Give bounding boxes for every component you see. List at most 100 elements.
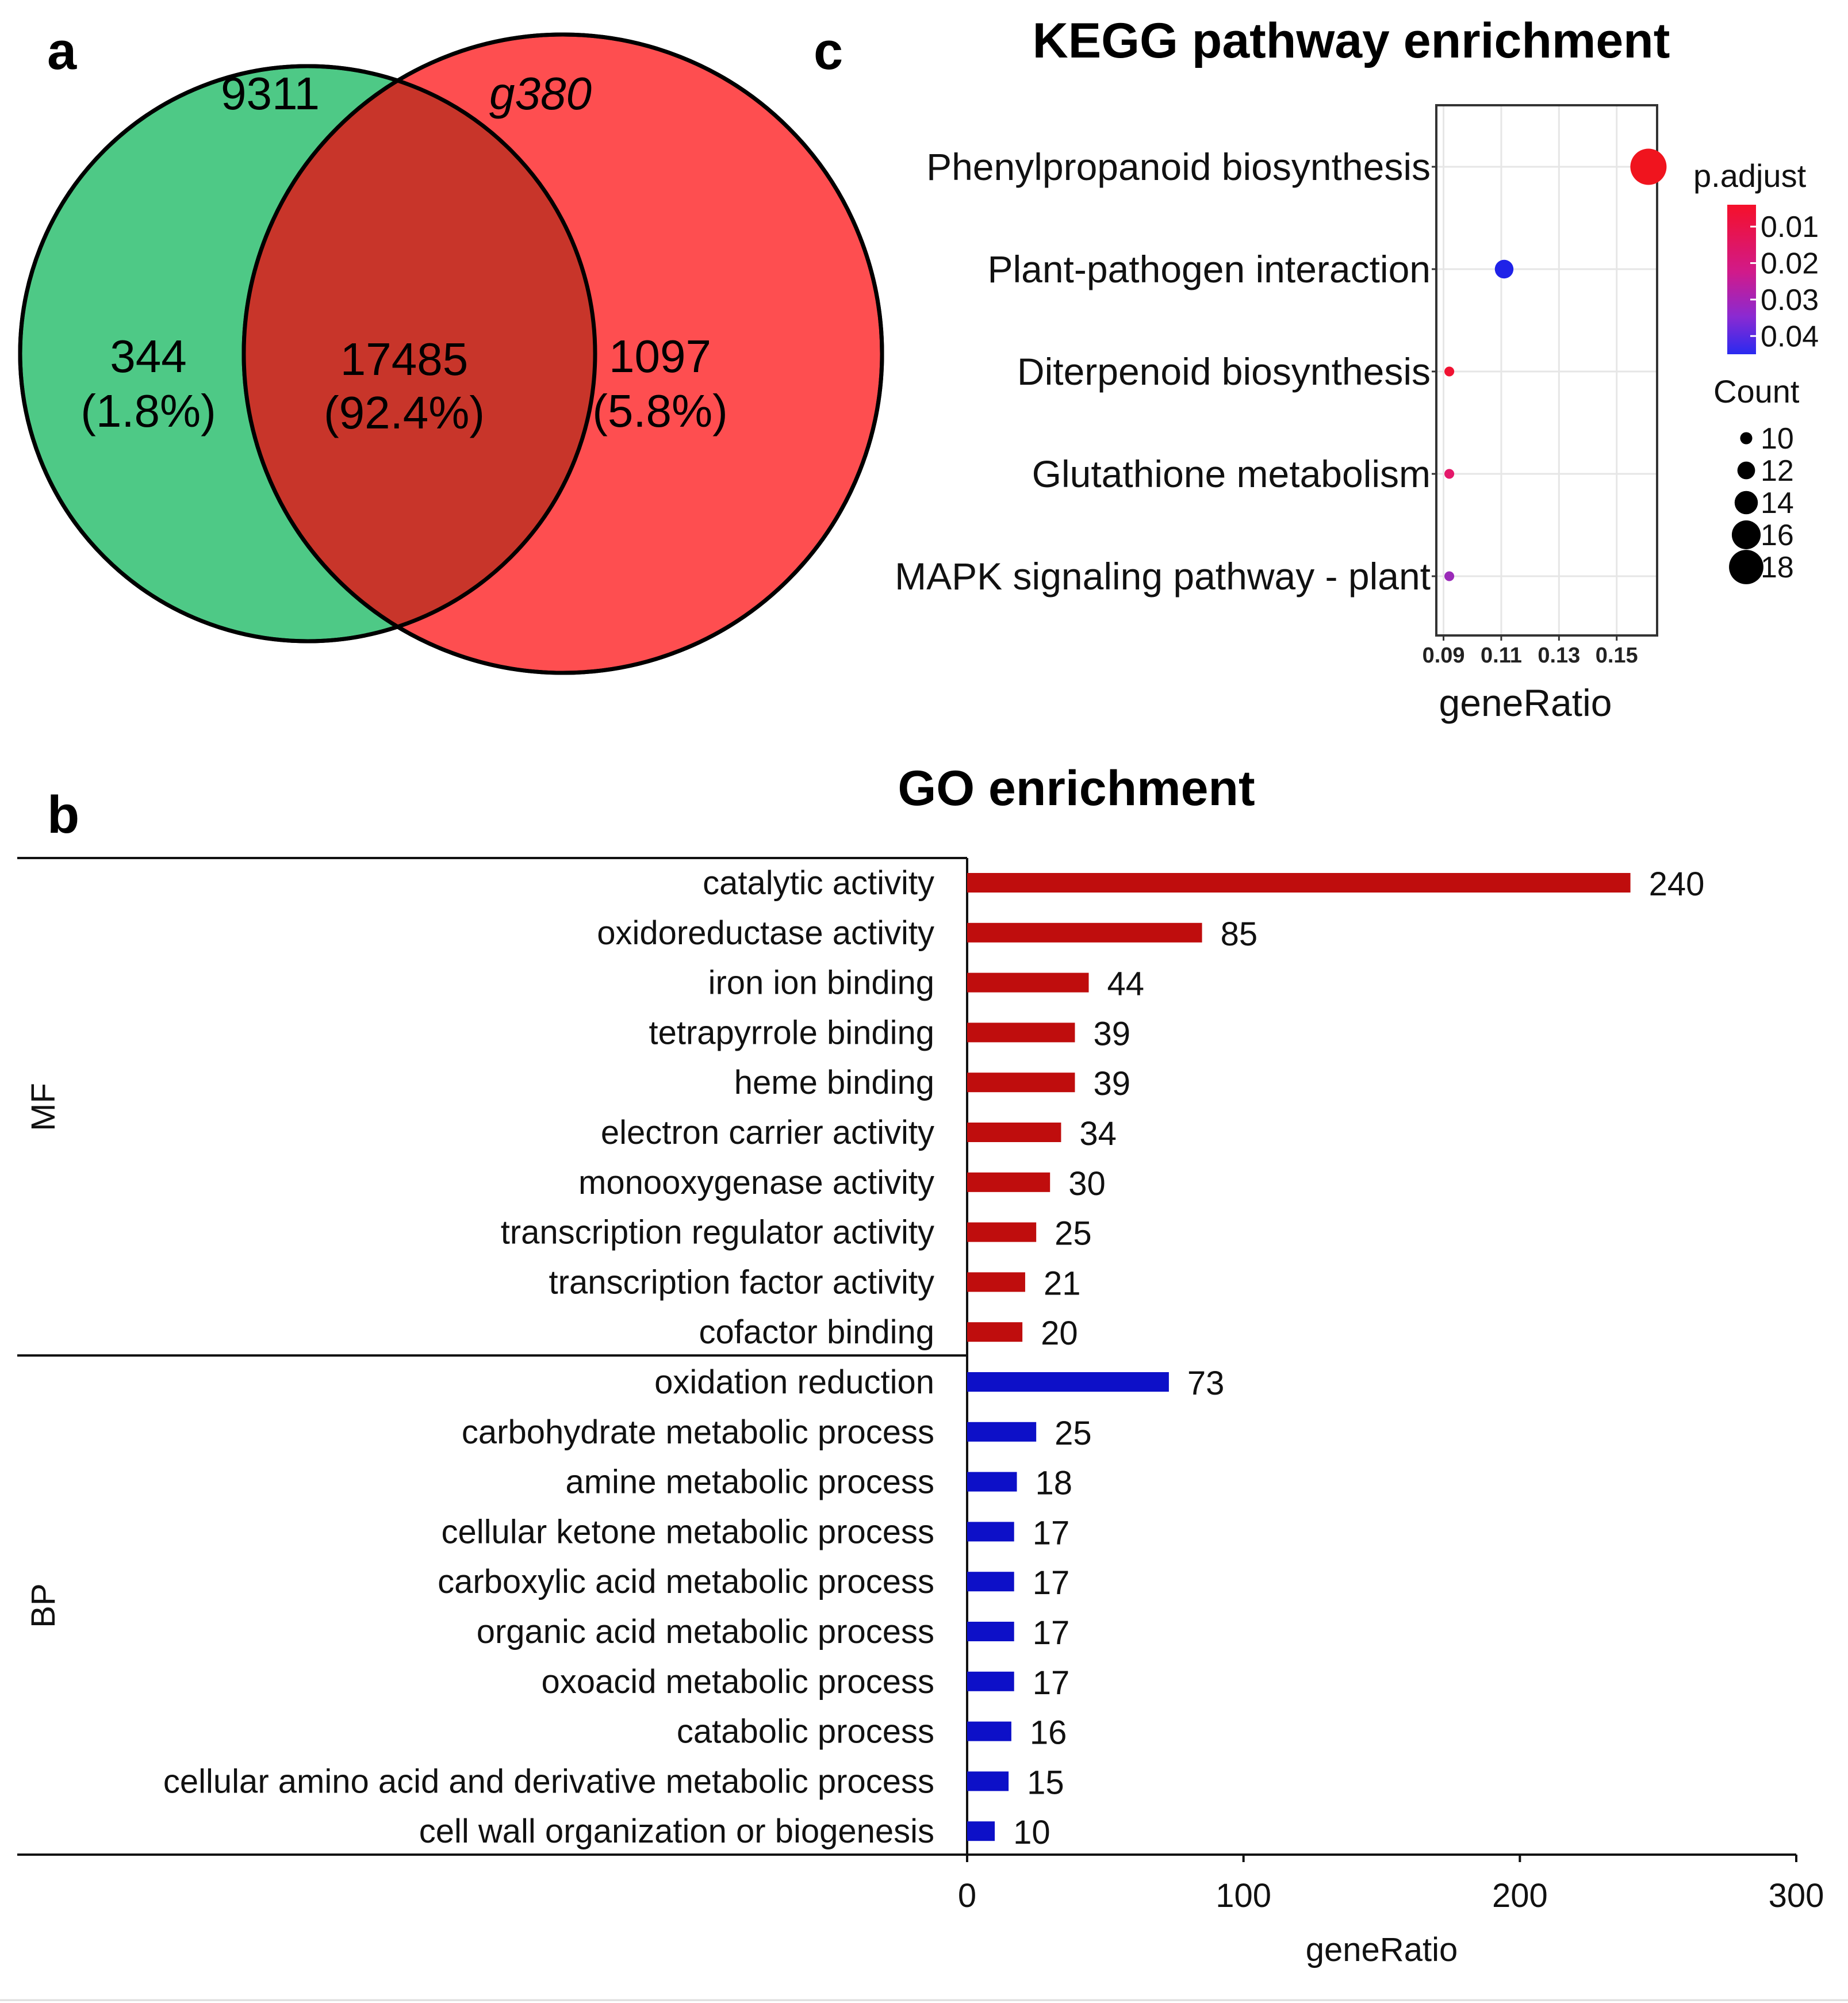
go-group-label-bp: BP [25, 1583, 62, 1627]
venn-right-only-count: 1097 [609, 331, 711, 382]
kegg-point-glutathione-metabolism [1444, 469, 1455, 479]
go-term-label: iron ion binding [708, 964, 934, 1002]
kegg-size-legend-label: 16 [1761, 519, 1794, 552]
go-bar-oxoacid-metabolic-process [967, 1671, 1014, 1691]
go-term-label: organic acid metabolic process [477, 1613, 934, 1650]
panel-c: c KEGG pathway enrichment Phenylpropanoi… [814, 13, 1819, 724]
kegg-color-legend-tick-label: 0.03 [1761, 284, 1819, 317]
go-value-label: 16 [1030, 1714, 1067, 1752]
kegg-color-legend-tick-label: 0.01 [1761, 210, 1819, 244]
go-term-label: electron carrier activity [601, 1114, 934, 1151]
kegg-term-phenylpropanoid-biosynthesis: Phenylpropanoid biosynthesis [926, 145, 1431, 188]
kegg-x-tick-label: 0.11 [1481, 644, 1522, 668]
go-x-tick-label: 0 [958, 1877, 976, 1914]
go-bar-transcription-regulator-activity [967, 1222, 1037, 1242]
go-term-label: catabolic process [677, 1713, 934, 1751]
kegg-color-legend-tick-label: 0.02 [1761, 247, 1819, 280]
go-bar-cellular-amino-acid-and-derivative-metabolic-process [967, 1771, 1009, 1791]
kegg-x-tick-label: 0.09 [1423, 644, 1465, 668]
kegg-color-legend-title: p.adjust [1693, 158, 1807, 194]
go-bar-cell-wall-organization-or-biogenesis [967, 1821, 995, 1841]
go-value-label: 17 [1033, 1664, 1070, 1702]
go-x-tick-label: 200 [1492, 1877, 1548, 1914]
kegg-term-diterpenoid-biosynthesis: Diterpenoid biosynthesis [1017, 350, 1431, 393]
go-x-axis-label: geneRatio [1306, 1931, 1458, 1968]
go-value-label: 17 [1033, 1564, 1070, 1602]
kegg-size-legend-label: 12 [1761, 454, 1794, 488]
go-x-ticks: 0 100 200 300 [958, 1855, 1824, 1914]
venn-overlap-count: 17485 [340, 334, 468, 385]
kegg-point-phenylpropanoid-biosynthesis [1630, 148, 1667, 185]
venn-left-only-count: 344 [110, 331, 186, 382]
go-term-label: transcription factor activity [549, 1263, 934, 1301]
kegg-color-legend-bar [1727, 205, 1756, 354]
go-group-label-mf: MF [25, 1083, 62, 1131]
kegg-x-ticks: 0.09 0.11 0.13 0.15 [1423, 635, 1638, 668]
go-x-tick-label: 100 [1216, 1877, 1271, 1914]
venn-left-only-percent: (1.8%) [80, 385, 216, 436]
panel-label-c: c [814, 22, 843, 81]
go-term-label: tetrapyrrole binding [649, 1014, 934, 1051]
kegg-color-legend-tick-label: 0.04 [1761, 320, 1819, 353]
go-bar-heme-binding [967, 1073, 1075, 1093]
go-value-label: 25 [1055, 1215, 1092, 1253]
go-term-label: amine metabolic process [565, 1464, 934, 1501]
venn-set-label-9311: 9311 [221, 68, 320, 119]
kegg-size-legend-dot [1740, 432, 1753, 445]
kegg-size-legend-label: 14 [1761, 487, 1794, 520]
go-term-label: carboxylic acid metabolic process [438, 1563, 934, 1600]
go-x-tick-label: 300 [1769, 1877, 1824, 1914]
go-value-label: 18 [1036, 1465, 1073, 1502]
venn-overlap-percent: (92.4%) [324, 387, 485, 438]
go-bar-oxidation-reduction [967, 1372, 1169, 1392]
go-term-label: cellular amino acid and derivative metab… [163, 1763, 934, 1800]
go-bar-organic-acid-metabolic-process [967, 1622, 1014, 1641]
go-bar-cofactor-binding [967, 1322, 1023, 1342]
kegg-x-tick-label: 0.13 [1538, 644, 1580, 668]
kegg-grid [1437, 106, 1656, 634]
go-value-label: 39 [1093, 1065, 1130, 1102]
panel-label-a: a [47, 22, 77, 81]
go-bar-oxidoreductase-activity [967, 922, 1202, 943]
go-value-label: 25 [1055, 1415, 1092, 1452]
go-value-label: 20 [1041, 1315, 1078, 1352]
go-value-label: 30 [1068, 1165, 1106, 1202]
kegg-size-legend-label: 18 [1761, 551, 1794, 584]
kegg-term-labels: Phenylpropanoid biosynthesis Plant-pathog… [895, 145, 1436, 598]
go-value-label: 39 [1093, 1015, 1130, 1052]
go-value-label: 10 [1013, 1814, 1050, 1851]
venn-right-outline [241, 32, 884, 675]
go-bar-monooxygenase-activity [967, 1172, 1050, 1192]
go-value-label: 15 [1027, 1764, 1064, 1801]
kegg-color-legend: p.adjust 0.010.02 0.030.04 [1693, 158, 1819, 354]
go-value-label: 240 [1649, 865, 1705, 903]
venn-overlap-region [244, 66, 595, 641]
kegg-plot-area [1435, 104, 1658, 637]
go-value-label: 17 [1033, 1514, 1070, 1552]
go-term-label: cell wall organization or biogenesis [419, 1813, 934, 1850]
go-bar-transcription-factor-activity [967, 1272, 1025, 1292]
kegg-size-legend-title: Count [1713, 373, 1800, 409]
panel-label-b: b [47, 786, 79, 844]
go-value-label: 17 [1033, 1614, 1070, 1652]
go-bar-carboxylic-acid-metabolic-process [967, 1572, 1014, 1592]
go-bar-carbohydrate-metabolic-process [967, 1422, 1037, 1442]
go-bar-catalytic-activity [967, 873, 1631, 893]
go-bar-catabolic-process [967, 1721, 1011, 1741]
kegg-term-plant-pathogen-interaction: Plant-pathogen interaction [987, 248, 1431, 290]
go-value-label: 21 [1044, 1265, 1081, 1302]
go-term-label: monooxygenase activity [578, 1164, 934, 1201]
go-term-label: oxidoreductase activity [597, 914, 934, 952]
panel-a: a 9311 g380 344 (1.8%) 17485 (92.4%) 109… [18, 22, 884, 675]
kegg-size-legend-dot [1734, 491, 1758, 515]
go-term-label: oxoacid metabolic process [542, 1663, 934, 1701]
venn-set-label-g380: g380 [489, 68, 592, 119]
venn-left-outline [18, 64, 597, 644]
go-term-label: cofactor binding [699, 1313, 934, 1351]
kegg-size-legend-dot [1737, 461, 1755, 480]
kegg-point-mapk-signaling-pathway-plant [1444, 571, 1455, 581]
kegg-x-tick-label: 0.15 [1596, 644, 1638, 668]
go-bar-tetrapyrrole-binding [967, 1022, 1075, 1043]
go-term-label: heme binding [734, 1064, 934, 1101]
